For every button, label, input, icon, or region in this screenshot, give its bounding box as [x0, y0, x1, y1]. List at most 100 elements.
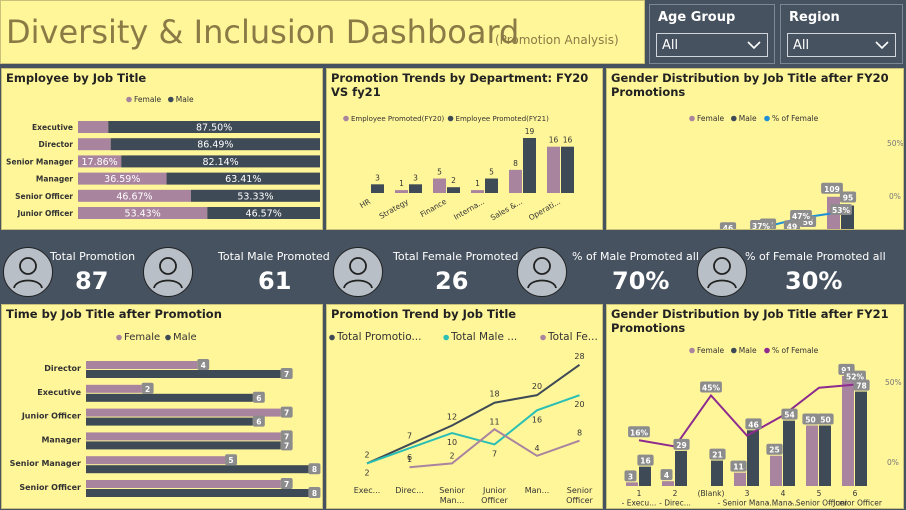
region-slicer[interactable]: Region All: [780, 4, 903, 64]
time-by-job-title-chart: Female Male Director 4 7 Executive 2 6 Junior Of…: [10, 332, 321, 498]
female-data-label: 4: [664, 471, 669, 480]
female-bar: [78, 121, 109, 133]
chevron-down-icon: [875, 41, 889, 50]
data-label: 16: [532, 415, 542, 424]
male-data-label: 8: [312, 489, 317, 498]
pct-data-label: 52%: [846, 373, 864, 382]
category-label: Strategy: [378, 197, 411, 221]
fy20-bar: [433, 178, 446, 193]
male-data-label-bg: [839, 191, 857, 203]
promotion-trends-by-department-panel: Promotion Trends by Department: FY20 VS …: [326, 68, 603, 230]
male-data-label: 6: [256, 394, 261, 403]
category-label: 5: [817, 489, 822, 498]
pct-data-label: 53%: [832, 206, 850, 215]
fy20-bar: [395, 190, 408, 193]
category-label: HR: [358, 197, 372, 210]
male-bar: [783, 420, 795, 486]
age-group-label: Age Group: [658, 10, 736, 25]
female-bar: [86, 480, 281, 488]
female-data-label-bg: [280, 430, 293, 442]
legend-marker: [731, 347, 737, 354]
male-data-label-bg: [637, 454, 654, 466]
promotion-trend-by-job-title-panel: Promotion Trend by Job Title Total Promo…: [326, 304, 603, 509]
age-group-slicer[interactable]: Age Group All: [649, 4, 775, 64]
male-person-icon: [143, 247, 193, 297]
fy20-bar: [547, 146, 560, 193]
female-data-label: 2: [145, 385, 150, 394]
data-label: 19: [525, 127, 535, 136]
kpi-label: Total Promotion: [50, 250, 136, 263]
fy21-bar: [485, 178, 498, 193]
category-label: Man...: [525, 486, 550, 495]
female-data-label: 109: [824, 185, 840, 194]
category-label: Manager: [41, 435, 81, 444]
kpi-label: Total Male Promoted: [218, 250, 330, 263]
category-label: 4: [781, 489, 786, 498]
male-bar: [86, 441, 281, 450]
data-label: 7: [492, 449, 497, 458]
legend-item: Female: [697, 114, 725, 123]
male-bar: [86, 417, 253, 426]
series-line: [366, 394, 580, 465]
female-data-label-bg: [624, 470, 637, 482]
male-data-label-bg: [252, 415, 265, 427]
time-by-job-title-panel: Time by Job Title after Promotion Female…: [1, 304, 323, 509]
pct-data-label-bg: [830, 204, 852, 215]
panel-title: Promotion Trend by Job Title: [331, 307, 517, 321]
pct-data-label-bg: [700, 381, 722, 393]
region-dropdown[interactable]: All: [787, 33, 896, 57]
kpi-value: 70%: [612, 267, 670, 295]
legend-item: Total Promotio...: [336, 331, 421, 343]
male-data-label-bg: [280, 368, 293, 379]
male-data-label: 29: [676, 441, 686, 450]
kpi-value: 26: [435, 267, 469, 295]
fy20-bar: [509, 169, 522, 193]
category-label: Sales &...: [489, 197, 524, 222]
fy21-bar: [409, 184, 422, 193]
male-data-label: 54: [784, 411, 794, 420]
category-label: Senior Officer: [15, 192, 73, 201]
data-label: 5: [489, 168, 494, 177]
female-data-label: 17.86%: [81, 157, 117, 168]
category-label: Finance: [419, 197, 449, 219]
category-label: Operati...: [527, 197, 562, 222]
male-data-label: 82.14%: [202, 157, 238, 168]
female-data-label: 7: [284, 480, 289, 489]
male-data-label-bg: [252, 391, 265, 403]
category-label: - Senior Officer: [791, 499, 848, 508]
male-data-label: 6: [256, 418, 261, 427]
male-bar: [747, 430, 759, 486]
category-label: Exec...: [354, 486, 381, 495]
panel-title: Gender Distribution by Job Title after F…: [611, 71, 889, 99]
male-data-label: 95: [843, 194, 853, 203]
age-group-dropdown[interactable]: All: [656, 33, 768, 57]
category-label: (Blank): [698, 489, 725, 498]
legend-item: Female: [697, 346, 725, 355]
data-label: 28: [574, 352, 584, 361]
page-title: Diversity & Inclusion Dashboard: [6, 13, 520, 51]
gender-distribution-fy21-panel: Gender Distribution by Job Title after F…: [606, 304, 904, 509]
male-data-label-bg: [745, 418, 762, 430]
male-data-label-bg: [817, 413, 834, 425]
kpi-value: 30%: [785, 267, 843, 295]
legend-marker: [116, 334, 122, 341]
data-label: 2: [451, 176, 456, 185]
female-bar: [78, 138, 111, 151]
legend-marker: [764, 115, 770, 122]
female-data-label: 91: [841, 366, 851, 375]
male-bar: [819, 425, 831, 486]
legend-marker: [343, 115, 349, 122]
male-data-label: 86.49%: [197, 140, 233, 151]
male-data-label-bg: [781, 408, 798, 420]
female-bar: [734, 472, 746, 486]
data-label: 4: [534, 444, 539, 453]
category-label: Director: [39, 140, 74, 149]
data-label: 12: [447, 412, 457, 421]
category-label: Senior Officer: [19, 483, 81, 492]
data-label: 8: [577, 429, 582, 438]
female-bar: [86, 408, 281, 417]
female-bar: [770, 455, 782, 486]
female-bar: [78, 155, 122, 168]
employee-by-job-title-chart: Female Male Executive 87.50% Director 86.49% S…: [6, 95, 321, 220]
female-bar: [662, 481, 674, 486]
